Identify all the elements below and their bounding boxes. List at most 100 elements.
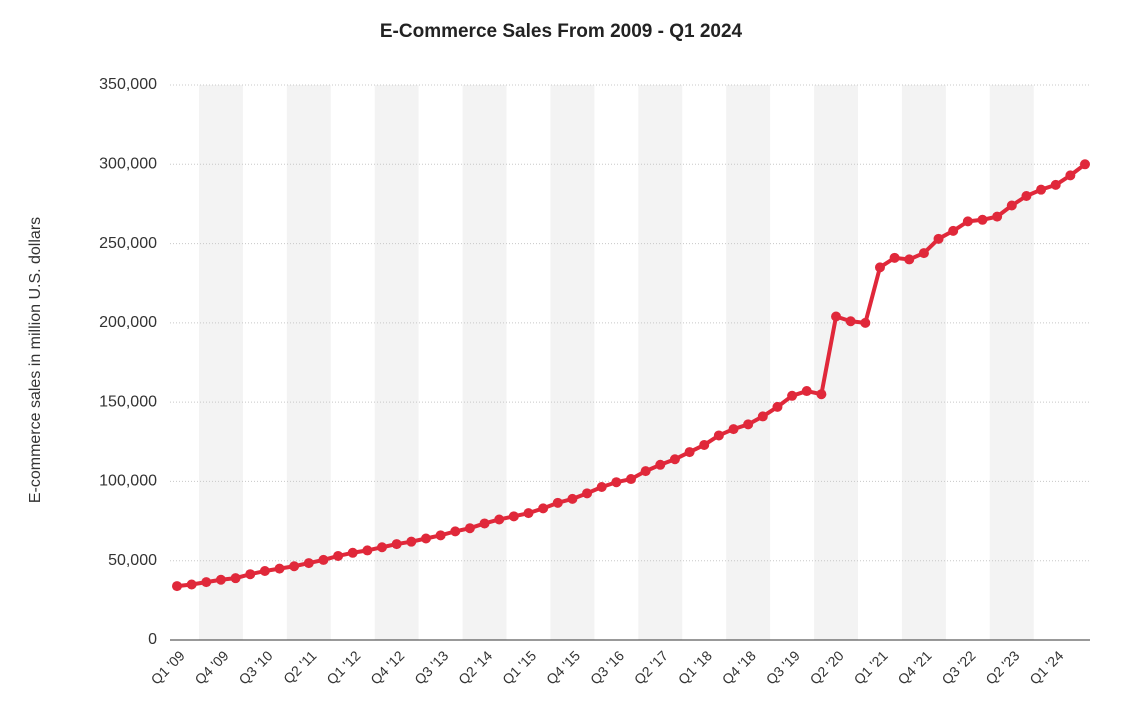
point xyxy=(816,389,827,400)
point xyxy=(669,454,680,465)
point xyxy=(831,311,842,322)
point xyxy=(538,503,549,514)
point xyxy=(1036,184,1047,195)
point xyxy=(933,233,944,244)
point xyxy=(1006,200,1017,211)
point xyxy=(1021,191,1032,201)
point xyxy=(918,248,929,259)
x-tick-label: Q3 '22 xyxy=(938,647,978,687)
point xyxy=(772,401,783,412)
point xyxy=(464,523,475,534)
point xyxy=(552,497,563,508)
point xyxy=(333,550,344,561)
band xyxy=(286,85,331,640)
x-tick-label: Q1 '09 xyxy=(148,647,188,687)
x-tick-label: Q1 '21 xyxy=(851,647,891,687)
x-tick-label: Q3 '10 xyxy=(235,647,275,687)
point xyxy=(655,459,666,470)
point xyxy=(523,508,534,519)
point xyxy=(508,511,519,522)
point xyxy=(582,488,593,499)
point xyxy=(977,214,988,225)
x-tick-label: Q2 '14 xyxy=(455,647,495,687)
point xyxy=(611,477,622,488)
band xyxy=(726,85,771,640)
y-tick-label: 300,000 xyxy=(99,156,157,173)
point xyxy=(1050,179,1061,190)
band xyxy=(814,85,858,640)
y-tick-label: 50,000 xyxy=(108,552,157,569)
x-tick-label: Q1 '24 xyxy=(1026,647,1066,687)
point xyxy=(596,481,607,492)
point xyxy=(684,447,695,458)
point xyxy=(728,424,739,435)
x-tick-label: Q1 '12 xyxy=(323,647,363,687)
x-tick-label: Q4 '21 xyxy=(894,647,934,687)
point xyxy=(362,545,373,556)
point xyxy=(303,558,314,569)
y-tick-label: 350,000 xyxy=(99,76,157,93)
point xyxy=(626,474,636,485)
band xyxy=(550,85,595,640)
point xyxy=(377,542,388,553)
point xyxy=(230,573,241,584)
y-tick-label: 0 xyxy=(148,631,157,648)
point xyxy=(318,554,329,565)
band xyxy=(198,85,243,640)
x-tick-label: Q2 '11 xyxy=(280,647,320,687)
x-tick-label: Q3 '16 xyxy=(587,647,627,687)
point xyxy=(479,518,490,529)
point xyxy=(201,577,212,588)
x-tick-label: Q4 '15 xyxy=(543,647,583,687)
point xyxy=(713,430,724,441)
point xyxy=(259,566,270,577)
point xyxy=(860,317,871,328)
background-bands xyxy=(198,85,1034,640)
point xyxy=(992,211,1003,222)
point xyxy=(640,466,651,477)
point xyxy=(962,216,973,227)
y-tick-label: 200,000 xyxy=(99,314,157,331)
point xyxy=(874,262,885,273)
x-tick-label: Q1 '15 xyxy=(499,647,539,687)
point xyxy=(289,561,300,572)
point xyxy=(567,493,578,504)
chart-title: E-Commerce Sales From 2009 - Q1 2024 xyxy=(380,21,743,42)
y-tick-label: 250,000 xyxy=(99,235,157,252)
x-tick-label: Q4 '18 xyxy=(719,647,759,687)
x-tick-label: Q4 '09 xyxy=(192,647,232,687)
point xyxy=(435,530,446,541)
point xyxy=(450,526,461,537)
point xyxy=(801,386,812,397)
point xyxy=(699,439,710,450)
y-axis-label: E-commerce sales in million U.S. dollars xyxy=(27,217,44,503)
band xyxy=(901,85,946,640)
point xyxy=(420,533,431,544)
x-tick-label: Q2 '17 xyxy=(631,647,671,687)
band xyxy=(638,85,683,640)
point xyxy=(743,419,754,430)
band xyxy=(462,85,507,640)
band xyxy=(374,85,419,640)
point xyxy=(889,252,900,263)
point xyxy=(787,390,798,401)
x-tick-label: Q3 '13 xyxy=(411,647,451,687)
point xyxy=(757,411,768,422)
point xyxy=(172,581,182,592)
point xyxy=(948,225,959,236)
x-tick-label: Q1 '18 xyxy=(675,647,715,687)
point xyxy=(1080,159,1090,170)
band xyxy=(989,85,1034,640)
x-tick-label: Q4 '12 xyxy=(367,647,407,687)
point xyxy=(406,536,417,547)
x-tick-label: Q2 '20 xyxy=(807,647,847,687)
x-tick-label: Q2 '23 xyxy=(982,647,1022,687)
point xyxy=(245,569,256,580)
point xyxy=(186,579,197,590)
point xyxy=(845,316,856,327)
point xyxy=(391,539,402,550)
point xyxy=(494,514,505,525)
point xyxy=(1065,170,1076,181)
point xyxy=(347,547,358,558)
